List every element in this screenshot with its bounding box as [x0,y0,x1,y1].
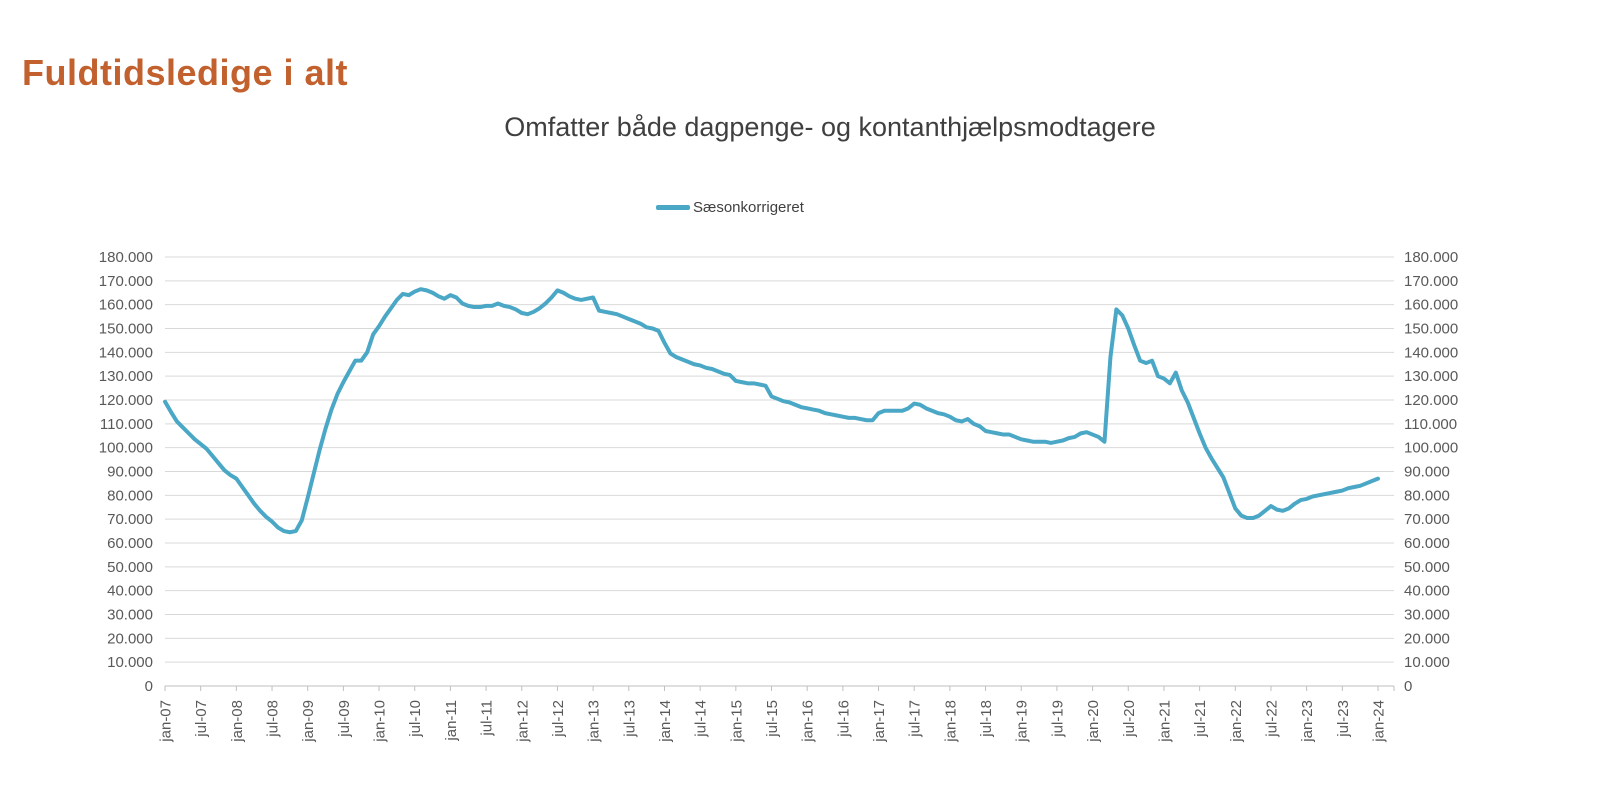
x-axis-tick-label: jul-14 [693,700,710,738]
x-axis-tick-label: jan-14 [657,700,674,743]
y-axis-tick-label-right: 110.000 [1404,416,1457,433]
y-axis-tick-label-right: 20.000 [1404,630,1450,647]
x-axis-tick-label: jan-22 [1228,700,1245,743]
y-axis-tick-label-right: 40.000 [1404,583,1450,600]
y-axis-tick-label-right: 60.000 [1404,535,1450,552]
x-axis-tick-label: jul-19 [1049,700,1066,738]
x-axis-tick-label: jul-12 [550,700,567,738]
x-axis-tick-label: jul-13 [621,700,638,738]
x-axis-tick-label: jan-11 [443,700,460,742]
y-axis-tick-label-right: 100.000 [1404,440,1458,457]
page-title: Fuldtidsledige i alt [22,52,349,94]
y-axis-tick-label-left: 20.000 [107,630,153,647]
y-axis-tick-label-left: 170.000 [99,273,153,290]
y-axis-tick-label-right: 180.000 [1404,249,1458,266]
x-axis-tick-label: jul-08 [265,700,282,738]
y-axis-right-labels: 0 10.000 20.000 30.000 40.000 50.000 60.000 70.… [1404,249,1458,695]
y-axis-tick-label-left: 10.000 [107,654,153,671]
x-axis-tick-label: jan-13 [586,700,603,743]
y-axis-tick-label-left: 70.000 [107,511,153,528]
legend-series-label: Sæsonkorrigeret [693,199,804,216]
x-axis-tick-label: jan-10 [372,700,389,743]
y-axis-tick-label-left: 90.000 [107,464,153,481]
x-axis-tick-label: jul-20 [1121,700,1138,738]
x-axis-tick-label: jan-19 [1014,700,1031,743]
y-axis-tick-label-right: 120.000 [1404,392,1458,409]
x-axis-tick-label: jul-22 [1263,700,1280,738]
x-axis-tick-label: jul-16 [835,700,852,738]
y-axis-tick-label-left: 140.000 [99,344,153,361]
x-axis-tick-label: jul-15 [764,700,781,738]
x-axis-tick-label: jan-15 [728,700,745,743]
y-axis-tick-label-right: 140.000 [1404,344,1458,361]
y-axis-tick-label-right: 130.000 [1404,368,1458,385]
y-axis-left-labels: 0 10.000 20.000 30.000 40.000 50.000 60.000 70.… [99,249,153,695]
gridlines [165,256,1394,663]
y-axis-tick-label-left: 150.000 [99,321,153,338]
y-axis-tick-label-right: 30.000 [1404,607,1450,624]
x-axis-tick-label: jan-16 [800,700,817,743]
y-axis-tick-label-right: 160.000 [1404,297,1458,314]
x-axis-tick-label: jan-21 [1156,700,1173,743]
y-axis-tick-label-left: 40.000 [107,583,153,600]
y-axis-tick-label-right: 80.000 [1404,487,1450,504]
x-axis-tick-label: jan-12 [514,700,531,743]
y-axis-tick-label-right: 50.000 [1404,559,1450,576]
y-axis-tick-label-right: 70.000 [1404,511,1450,528]
x-axis-tick-label: jul-07 [193,700,210,738]
y-axis-tick-label-left: 80.000 [107,487,153,504]
x-axis-tick-label: jan-23 [1299,700,1316,743]
y-axis-tick-label-right: 90.000 [1404,464,1450,481]
y-axis-tick-label-left: 110.000 [100,416,153,433]
y-axis-tick-label-left: 30.000 [107,607,153,624]
y-axis-tick-label-left: 130.000 [99,368,153,385]
x-axis-tick-label: jul-21 [1192,700,1209,738]
x-axis-tick-label: jan-09 [300,700,317,743]
chart-legend: Sæsonkorrigeret [656,199,804,216]
y-axis-tick-label-right: 10.000 [1404,654,1450,671]
x-axis-tick-label: jul-17 [907,700,924,738]
y-axis-tick-label-left: 60.000 [107,535,153,552]
x-axis-tick-label: jul-09 [336,700,353,738]
y-axis-tick-label-left: 120.000 [99,392,153,409]
x-axis-labels: jan-07 jul-07 jan-08 jul-08 jan-09 jul-09 jan-… [158,700,1388,743]
y-axis-tick-label-left: 50.000 [107,559,153,576]
x-axis-tick-label: jan-18 [942,700,959,743]
x-axis-tick-label: jan-20 [1085,700,1102,743]
y-axis-tick-label-left: 100.000 [99,440,153,457]
y-axis-tick-label-left: 160.000 [99,297,153,314]
series-line-saesonkorrigeret [163,287,1380,535]
x-axis-tick-label: jul-11 [479,700,496,737]
y-axis-tick-label-left: 0 [145,678,153,695]
x-axis-tick-label: jan-07 [158,700,175,743]
x-axis-tick-label: jan-24 [1371,700,1388,743]
y-axis-tick-label-right: 0 [1404,678,1412,695]
x-axis-tick-label: jan-08 [229,700,246,743]
x-axis-tick-label: jul-23 [1335,700,1352,738]
x-axis-tick-label: jul-18 [978,700,995,738]
legend-line-swatch [656,205,690,210]
y-axis-tick-label-right: 170.000 [1404,273,1458,290]
x-axis-tick-label: jan-17 [871,700,888,743]
y-axis-tick-label-right: 150.000 [1404,321,1458,338]
x-axis-tick-label: jul-10 [407,700,424,738]
y-axis-tick-label-left: 180.000 [99,249,153,266]
x-axis [164,685,1395,691]
chart-title: Omfatter både dagpenge- og kontanthjælps… [504,112,1156,142]
